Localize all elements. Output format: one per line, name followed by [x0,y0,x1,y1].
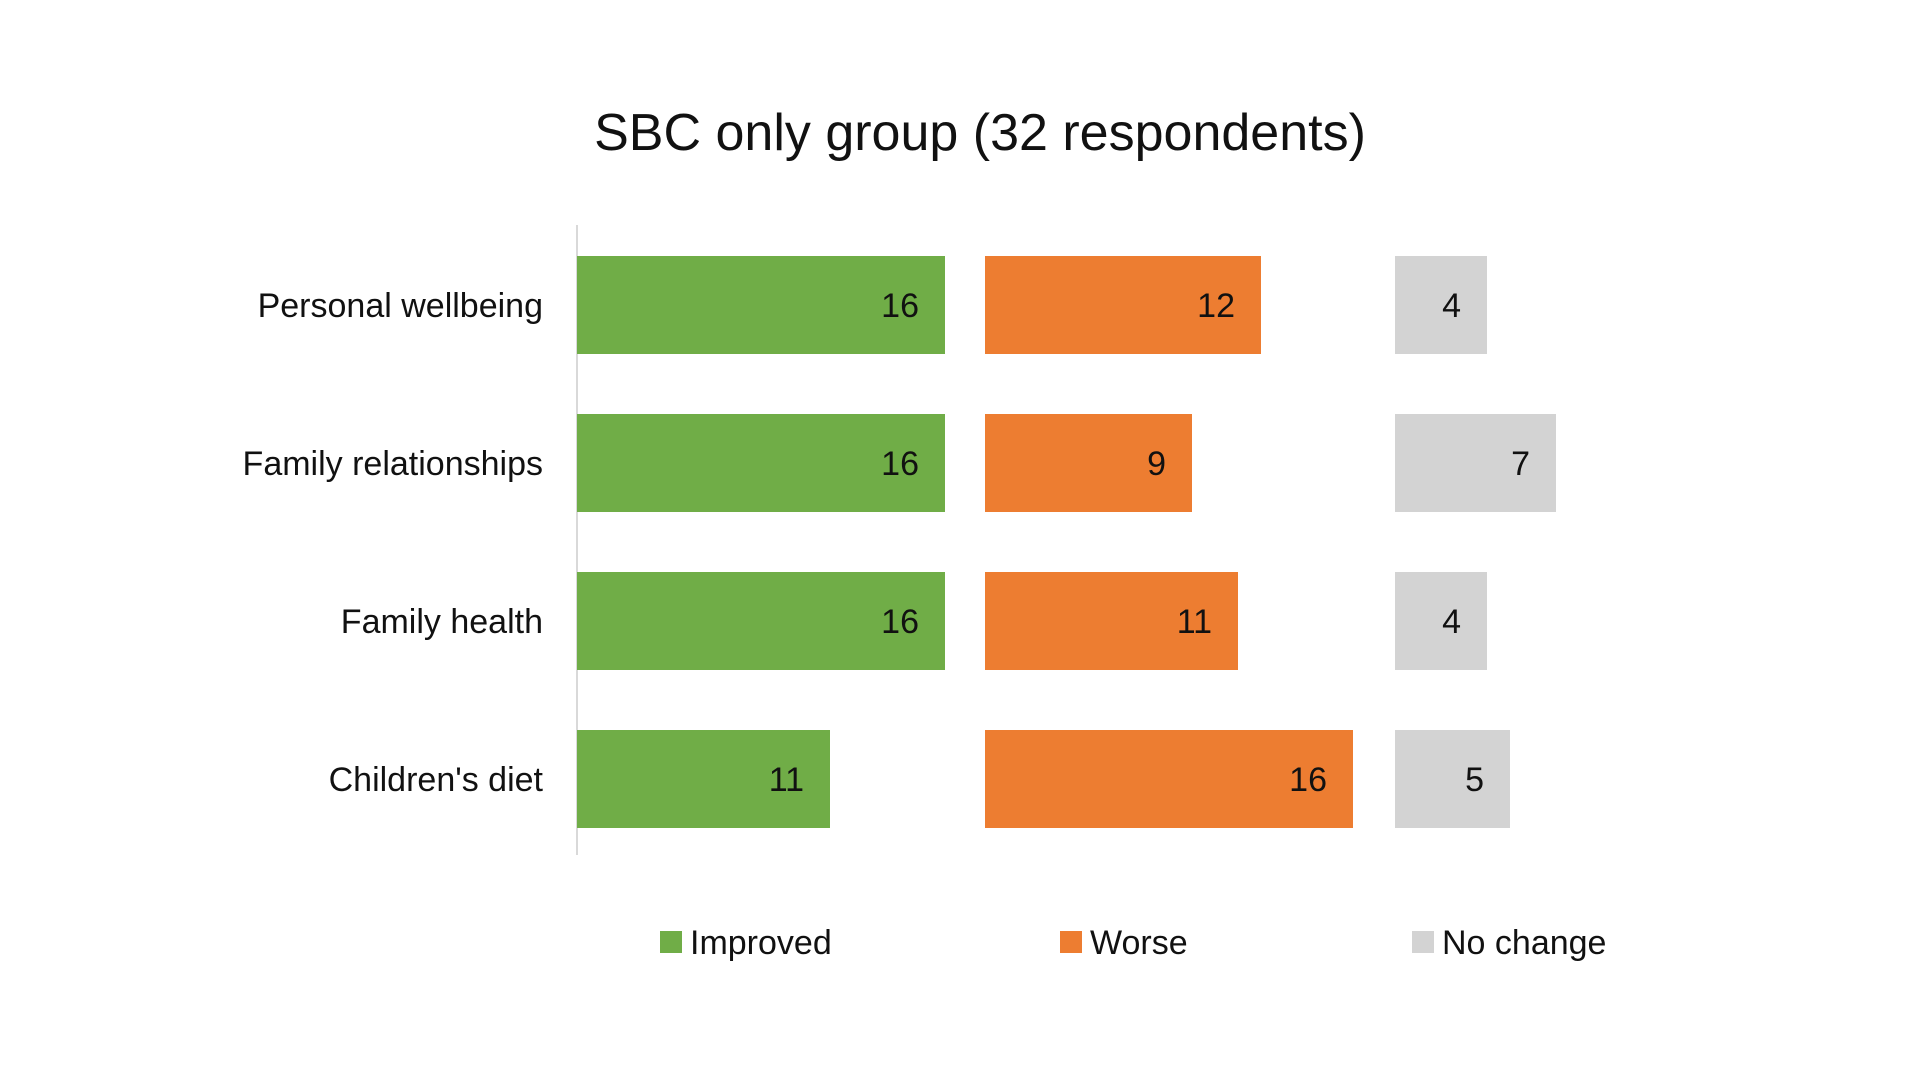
data-labels: 16 16 16 11 12 9 11 16 4 7 4 5 [769,287,1530,799]
bar-no-change-family-relationships [1395,414,1556,512]
chart-title: SBC only group (32 respondents) [594,104,1366,162]
category-labels: Personal wellbeing Family relationships Fa… [243,287,544,799]
bar-worse-personal-wellbeing [985,256,1261,354]
bar-improved-family-health [577,572,945,670]
bar-improved-family-relationships [577,414,945,512]
bar-no-change-children-s-diet [1395,730,1510,828]
data-label-improved-children-s-diet: 11 [769,761,804,799]
data-label-no-change-children-s-diet: 5 [1465,761,1484,799]
data-label-no-change-family-relationships: 7 [1511,445,1530,483]
data-label-no-change-personal-wellbeing: 4 [1442,287,1461,325]
legend-swatch-no-change [1412,931,1434,953]
category-label-children-s-diet: Children's diet [329,761,544,799]
category-label-personal-wellbeing: Personal wellbeing [258,287,543,325]
bar-worse-family-health [985,572,1238,670]
category-label-family-relationships: Family relationships [243,445,543,483]
bar-improved-children-s-diet [577,730,830,828]
legend-swatch-improved [660,931,682,953]
bar-improved-personal-wellbeing [577,256,945,354]
legend-swatch-worse [1060,931,1082,953]
legend-label-no-change: No change [1442,924,1606,962]
data-label-no-change-family-health: 4 [1442,603,1461,641]
data-label-worse-family-relationships: 9 [1147,445,1166,483]
data-label-worse-personal-wellbeing: 12 [1197,287,1235,325]
bar-worse-children-s-diet [985,730,1353,828]
data-label-improved-personal-wellbeing: 16 [881,287,919,325]
bar-worse-family-relationships [985,414,1192,512]
data-label-improved-family-health: 16 [881,603,919,641]
bars [577,256,1556,828]
category-label-family-health: Family health [341,603,543,641]
data-label-worse-children-s-diet: 16 [1289,761,1327,799]
legend-label-improved: Improved [690,924,832,962]
data-label-worse-family-health: 11 [1177,603,1212,641]
bar-no-change-family-health [1395,572,1487,670]
legend: Improved Worse No change [660,924,1606,962]
legend-label-worse: Worse [1090,924,1188,962]
bar-no-change-personal-wellbeing [1395,256,1487,354]
data-label-improved-family-relationships: 16 [881,445,919,483]
